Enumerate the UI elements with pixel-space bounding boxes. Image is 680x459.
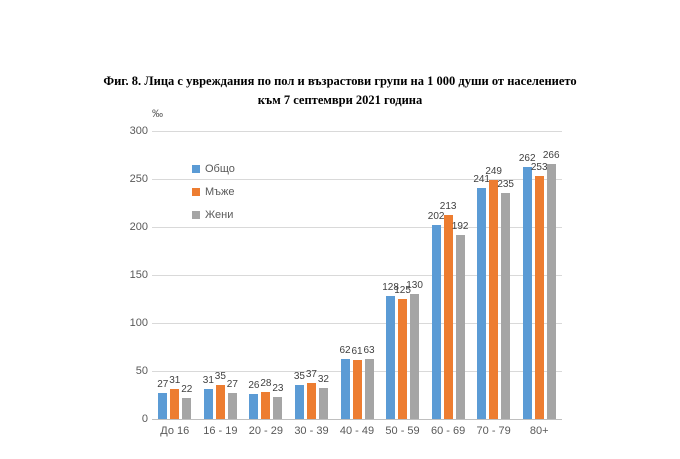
gridline-300 [152, 131, 562, 132]
legend-swatch-Мъже [192, 188, 200, 196]
bar-value-label-Жени-20 - 29: 23 [272, 382, 284, 394]
bar-value-label-Жени-16 - 19: 27 [226, 379, 238, 391]
bar-Жени-30 - 39 [318, 388, 328, 419]
y-tick-label-100: 100 [129, 317, 148, 329]
bar-value-label-Мъже-30 - 39: 37 [305, 369, 317, 381]
bar-Общо-До 16 [158, 393, 168, 419]
legend-label-Мъже: Мъже [205, 186, 235, 198]
figure-title-line2: към 7 септември 2021 година [257, 93, 423, 107]
legend-swatch-Общо [192, 165, 200, 173]
bar-Общо-60 - 69 [431, 225, 441, 419]
bar-Жени-50 - 59 [410, 294, 420, 419]
bar-Мъже-До 16 [170, 389, 180, 419]
bar-value-label-Жени-До 16: 22 [181, 383, 193, 395]
bar-value-label-Общо-30 - 39: 35 [293, 371, 305, 383]
bar-value-label-Общо-70 - 79: 241 [473, 173, 490, 185]
x-category-label-60 - 69: 60 - 69 [430, 425, 466, 437]
y-tick-label-50: 50 [135, 365, 148, 377]
bar-value-label-Жени-50 - 59: 130 [406, 280, 423, 292]
x-axis-line [152, 419, 562, 420]
bar-value-label-Общо-16 - 19: 31 [202, 375, 214, 387]
bar-value-label-Общо-50 - 59: 128 [382, 282, 399, 294]
bar-Общо-30 - 39 [294, 385, 304, 419]
x-category-label-16 - 19: 16 - 19 [203, 425, 238, 437]
figure-title: Фиг. 8. Лица с увреждания по пол и възра… [0, 72, 680, 110]
bar-Жени-16 - 19 [227, 393, 237, 419]
bar-value-label-Жени-70 - 79: 235 [497, 179, 514, 191]
x-category-label-80+: 80+ [529, 425, 549, 437]
bar-Жени-20 - 29 [273, 396, 283, 419]
y-axis-unit-label: ‰ [152, 108, 163, 120]
bar-value-label-Общо-60 - 69: 202 [427, 211, 445, 223]
bar-value-label-Мъже-16 - 19: 35 [214, 371, 226, 383]
bar-Жени-60 - 69 [455, 234, 465, 419]
bar-value-label-Общо-40 - 49: 62 [339, 345, 351, 357]
bar-value-label-Мъже-20 - 29: 28 [260, 378, 272, 390]
legend-item-Общо: Общо [192, 162, 262, 176]
gridline-150 [152, 275, 562, 276]
bar-value-label-Жени-60 - 69: 192 [451, 220, 469, 232]
gridline-250 [152, 179, 562, 180]
bar-Мъже-30 - 39 [306, 383, 316, 419]
bar-Мъже-60 - 69 [443, 214, 453, 419]
y-tick-label-150: 150 [129, 269, 148, 281]
bar-Мъже-80+ [534, 176, 544, 419]
legend-swatch-Жени [192, 211, 200, 219]
legend-label-Общо: Общо [205, 163, 235, 175]
bar-Общо-16 - 19 [203, 389, 213, 419]
y-tick-label-250: 250 [129, 173, 148, 185]
bar-Мъже-20 - 29 [261, 392, 271, 419]
bar-Общо-50 - 59 [386, 296, 396, 419]
x-category-label-30 - 39: 30 - 39 [294, 425, 329, 437]
bar-Общо-20 - 29 [249, 394, 259, 419]
gridline-200 [152, 227, 562, 228]
bar-Жени-До 16 [182, 397, 192, 419]
bar-value-label-Жени-30 - 39: 32 [317, 374, 329, 386]
legend-item-Жени: Жени [192, 208, 262, 222]
x-category-label-70 - 79: 70 - 79 [476, 425, 511, 437]
bar-value-label-Общо-До 16: 27 [157, 379, 169, 391]
bar-Общо-70 - 79 [477, 187, 487, 419]
bar-Общо-40 - 49 [340, 359, 350, 419]
legend-item-Мъже: Мъже [192, 185, 262, 199]
bar-value-label-Жени-80+: 266 [542, 149, 560, 161]
bar-value-label-Жени-40 - 49: 63 [363, 344, 375, 356]
bar-Мъже-70 - 79 [489, 179, 499, 419]
bar-Мъже-16 - 19 [215, 385, 225, 419]
bar-Мъже-40 - 49 [352, 360, 362, 419]
bar-value-label-Мъже-80+: 253 [530, 162, 548, 174]
bar-value-label-Общо-20 - 29: 26 [248, 380, 260, 392]
x-category-label-20 - 29: 20 - 29 [248, 425, 283, 437]
x-category-label-40 - 49: 40 - 49 [339, 425, 375, 437]
figure-title-line1: Фиг. 8. Лица с увреждания по пол и възра… [103, 74, 577, 88]
gridline-100 [152, 323, 562, 324]
x-category-label-До 16: До 16 [160, 425, 190, 437]
bar-value-label-Мъже-40 - 49: 61 [351, 346, 363, 358]
x-category-label-50 - 59: 50 - 59 [385, 425, 420, 437]
bar-value-label-Мъже-До 16: 31 [169, 375, 181, 387]
bar-Жени-80+ [546, 163, 556, 419]
legend-label-Жени: Жени [205, 209, 234, 221]
bar-Жени-40 - 49 [364, 358, 374, 419]
bar-value-label-Мъже-50 - 59: 125 [394, 285, 411, 296]
y-tick-label-0: 0 [141, 413, 148, 425]
bar-value-label-Мъже-60 - 69: 213 [439, 200, 457, 212]
bar-Общо-80+ [522, 167, 532, 419]
bar-value-label-Мъже-70 - 79: 249 [485, 165, 502, 177]
y-tick-label-300: 300 [129, 125, 148, 137]
bar-Мъже-50 - 59 [398, 299, 408, 419]
y-tick-label-200: 200 [129, 221, 148, 233]
bar-Жени-70 - 79 [501, 193, 511, 419]
bar-value-label-Общо-80+: 262 [518, 153, 536, 165]
